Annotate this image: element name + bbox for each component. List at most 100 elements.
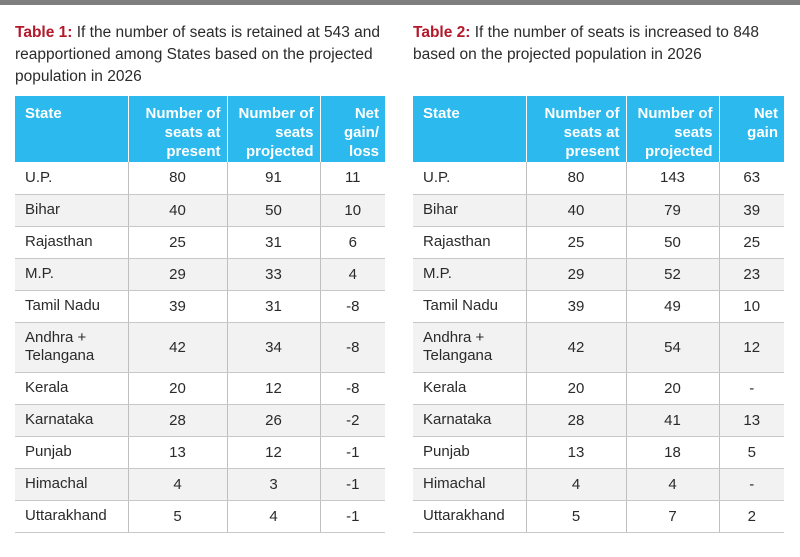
table-1-header-net: Net gain/ loss: [320, 96, 385, 162]
net-cell: 5: [719, 436, 784, 469]
state-cell: Uttarakhand: [413, 500, 527, 533]
present-cell: 40: [128, 194, 228, 227]
present-cell: 25: [128, 226, 228, 259]
projected-cell: 3: [227, 468, 321, 501]
table-row: Himachal 4 3 -1: [15, 468, 385, 501]
table-1-header-row: State Number of seats at present Number …: [15, 96, 385, 162]
projected-cell: 50: [626, 226, 720, 259]
table-row: Bihar 40 50 10: [15, 194, 385, 227]
state-cell: Andhra + Telangana: [15, 322, 129, 373]
state-cell: Tamil Nadu: [15, 290, 129, 323]
projected-cell: 54: [626, 322, 720, 373]
net-cell: -: [719, 372, 784, 405]
present-cell: 13: [128, 436, 228, 469]
table-row: M.P. 29 33 4: [15, 258, 385, 291]
present-cell: 39: [128, 290, 228, 323]
net-cell: -2: [320, 404, 385, 437]
state-cell: M.P.: [413, 258, 527, 291]
net-cell: 12: [719, 322, 784, 373]
present-cell: 13: [526, 436, 627, 469]
table-1-header-state: State: [15, 96, 129, 162]
table-row: U.P. 80 143 63: [413, 162, 784, 195]
projected-cell: 143: [626, 162, 720, 195]
table-2-header-present: Number of seats at present: [526, 96, 627, 162]
net-cell: 11: [320, 162, 385, 195]
state-cell: Rajasthan: [15, 226, 129, 259]
table-1: State Number of seats at present Number …: [15, 96, 385, 533]
state-cell: Tamil Nadu: [413, 290, 527, 323]
net-cell: -: [719, 468, 784, 501]
net-cell: 6: [320, 226, 385, 259]
projected-cell: 4: [626, 468, 720, 501]
projected-cell: 20: [626, 372, 720, 405]
table-row: Tamil Nadu 39 49 10: [413, 290, 784, 323]
state-cell: Kerala: [413, 372, 527, 405]
present-cell: 25: [526, 226, 627, 259]
table-row: Andhra + Telangana 42 54 12: [413, 322, 784, 373]
projected-cell: 52: [626, 258, 720, 291]
present-cell: 80: [128, 162, 228, 195]
present-cell: 80: [526, 162, 627, 195]
table-2: State Number of seats at present Number …: [413, 96, 784, 533]
table-1-header-present: Number of seats at present: [128, 96, 228, 162]
table-row: M.P. 29 52 23: [413, 258, 784, 291]
table-row: Uttarakhand 5 4 -1: [15, 500, 385, 533]
state-cell: U.P.: [413, 162, 527, 195]
net-cell: 2: [719, 500, 784, 533]
projected-cell: 31: [227, 226, 321, 259]
state-cell: Punjab: [15, 436, 129, 469]
net-cell: 13: [719, 404, 784, 437]
table-row: Rajasthan 25 31 6: [15, 226, 385, 259]
state-cell: Himachal: [413, 468, 527, 501]
present-cell: 40: [526, 194, 627, 227]
present-cell: 4: [128, 468, 228, 501]
state-cell: Kerala: [15, 372, 129, 405]
projected-cell: 91: [227, 162, 321, 195]
table-1-caption-tag: Table 1:: [15, 24, 73, 41]
table-row: Karnataka 28 41 13: [413, 404, 784, 437]
projected-cell: 12: [227, 436, 321, 469]
table-1-caption: Table 1: If the number of seats is retai…: [15, 22, 385, 96]
table-row: Punjab 13 12 -1: [15, 436, 385, 469]
state-cell: Himachal: [15, 468, 129, 501]
projected-cell: 33: [227, 258, 321, 291]
table-row: Andhra + Telangana 42 34 -8: [15, 322, 385, 373]
table-2-caption-tag: Table 2:: [413, 24, 471, 41]
net-cell: 4: [320, 258, 385, 291]
table-2-caption: Table 2: If the number of seats is incre…: [413, 22, 784, 96]
present-cell: 20: [128, 372, 228, 405]
table-row: Himachal 4 4-: [413, 468, 784, 501]
table-row: Kerala 20 12 -8: [15, 372, 385, 405]
present-cell: 42: [526, 322, 627, 373]
net-cell: -1: [320, 500, 385, 533]
present-cell: 4: [526, 468, 627, 501]
state-cell: U.P.: [15, 162, 129, 195]
projected-cell: 31: [227, 290, 321, 323]
table-1-caption-text: If the number of seats is retained at 54…: [15, 24, 381, 85]
state-cell: Karnataka: [413, 404, 527, 437]
present-cell: 28: [128, 404, 228, 437]
state-cell: Rajasthan: [413, 226, 527, 259]
table-1-panel: Table 1: If the number of seats is retai…: [15, 22, 385, 533]
present-cell: 29: [526, 258, 627, 291]
net-cell: -1: [320, 468, 385, 501]
top-rule: [0, 0, 800, 5]
table-1-header-projected: Number of seats projected: [227, 96, 321, 162]
projected-cell: 49: [626, 290, 720, 323]
state-cell: Uttarakhand: [15, 500, 129, 533]
table-row: U.P. 80 91 11: [15, 162, 385, 195]
projected-cell: 50: [227, 194, 321, 227]
table-2-header-state: State: [413, 96, 527, 162]
table-2-body: U.P. 80 143 63 Bihar 40 79 39 Rajasthan 25 50 25 M.P…: [413, 162, 784, 533]
net-cell: -8: [320, 290, 385, 323]
present-cell: 5: [526, 500, 627, 533]
projected-cell: 41: [626, 404, 720, 437]
projected-cell: 7: [626, 500, 720, 533]
table-2-panel: Table 2: If the number of seats is incre…: [413, 22, 784, 533]
table-2-header-net: Net gain: [719, 96, 784, 162]
state-cell: Andhra + Telangana: [413, 322, 527, 373]
projected-cell: 34: [227, 322, 321, 373]
net-cell: 10: [719, 290, 784, 323]
table-2-caption-text: If the number of seats is increased to 8…: [413, 24, 760, 63]
projected-cell: 79: [626, 194, 720, 227]
